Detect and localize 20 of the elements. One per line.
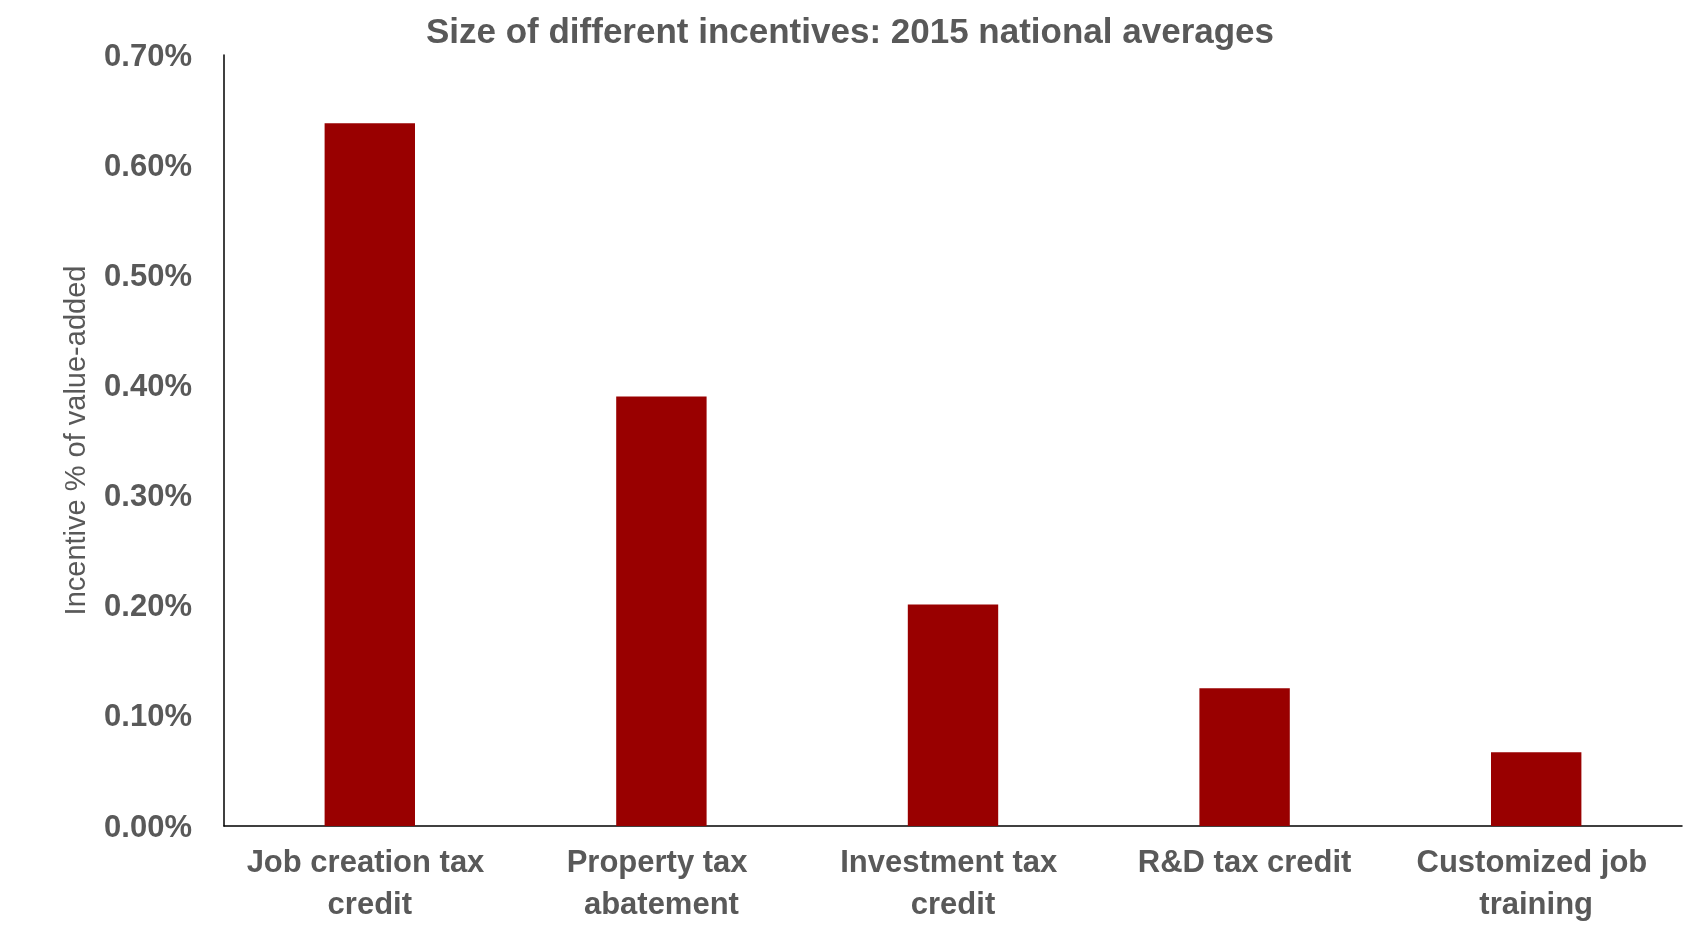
y-axis-title: Incentive % of value-added <box>58 265 91 616</box>
y-tick-label: 0.60% <box>104 147 192 183</box>
y-tick-label: 0.20% <box>104 588 192 624</box>
bar <box>1199 688 1290 826</box>
x-tick-label: Investment tax credit <box>840 843 1066 921</box>
chart-title: Size of different incentives: 2015 national averages <box>425 11 1275 50</box>
y-tick-label: 0.50% <box>104 257 192 293</box>
y-tick-label: 0.10% <box>104 698 192 734</box>
y-tick-label: 0.40% <box>104 367 192 403</box>
y-tick-label: 0.30% <box>104 478 192 514</box>
y-tick-label: 0.70% <box>104 37 192 73</box>
y-tick-label: 0.00% <box>104 808 192 844</box>
x-tick-label: Property tax abatement <box>566 843 757 921</box>
bar <box>616 396 707 826</box>
x-tick-label: R&D tax credit <box>1137 843 1352 879</box>
x-tick-label: Job creation tax credit <box>246 843 493 921</box>
bar <box>1491 752 1582 826</box>
bar <box>907 604 999 826</box>
bar <box>324 123 415 826</box>
x-tick-label: Customized job training <box>1416 843 1656 921</box>
